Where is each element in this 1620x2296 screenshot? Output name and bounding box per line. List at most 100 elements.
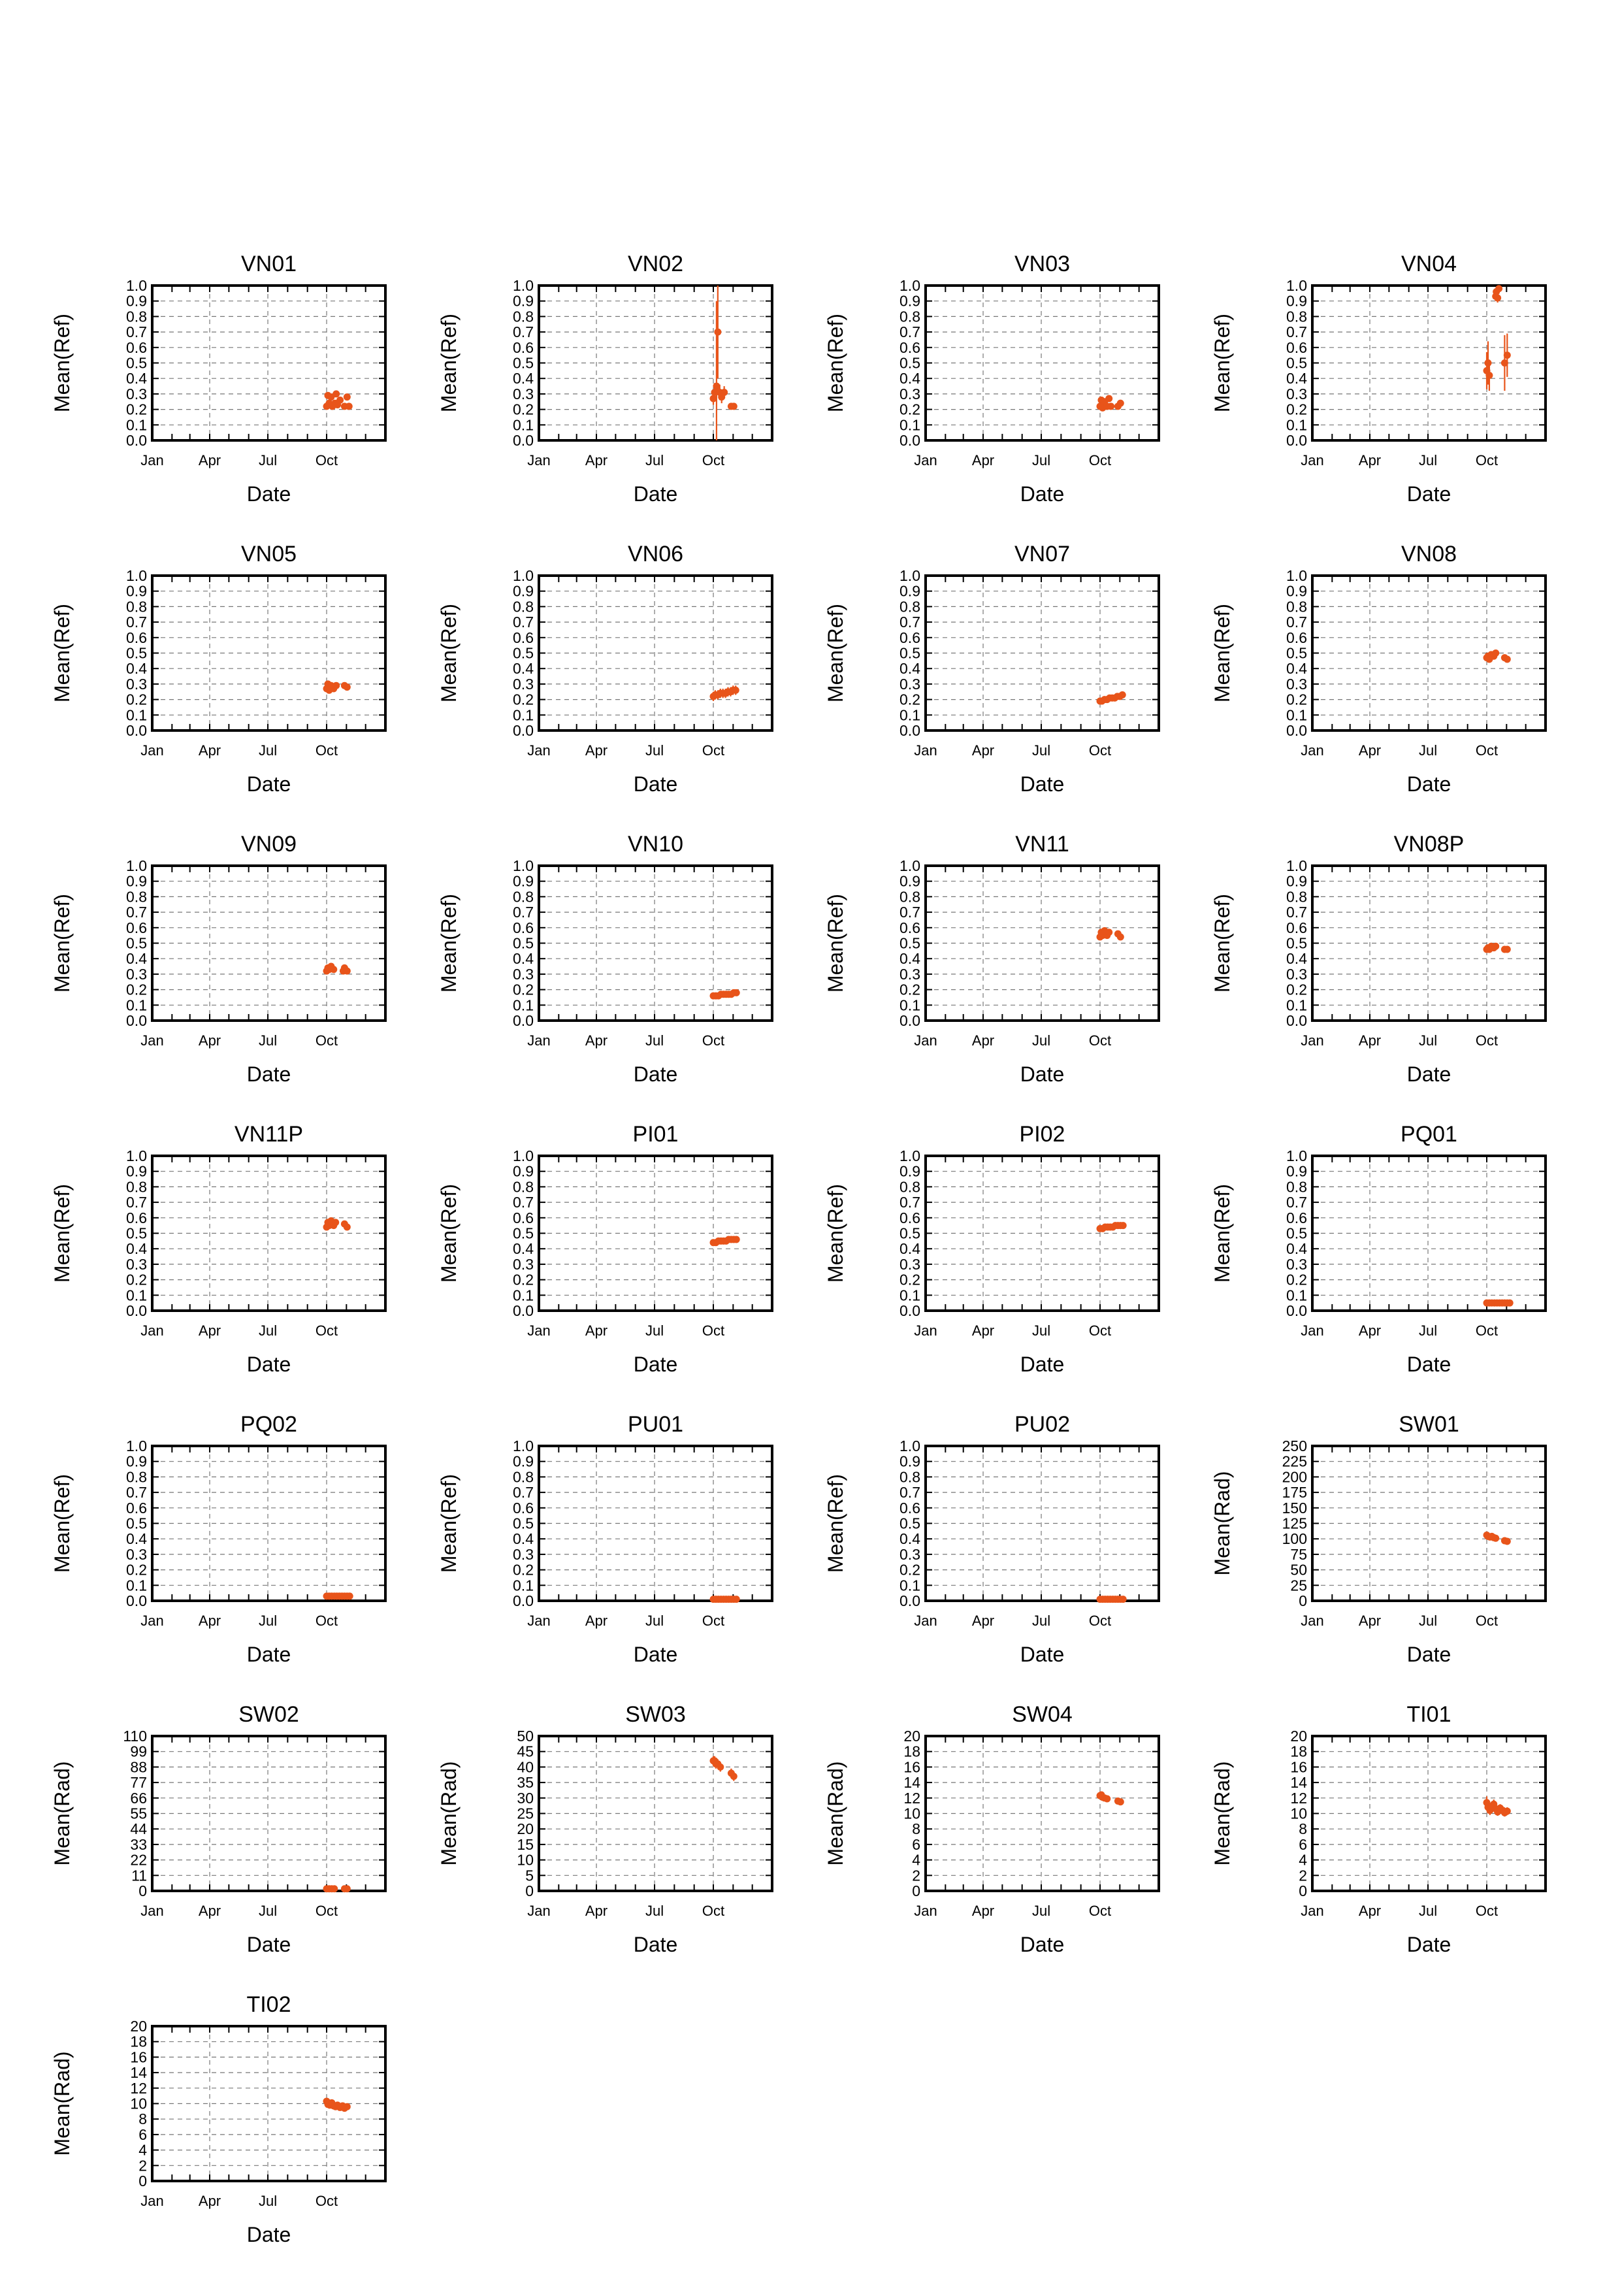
y-tick-label: 0.9 bbox=[513, 1453, 534, 1470]
x-tick-label: Apr bbox=[972, 742, 994, 759]
y-tick-label: 0.2 bbox=[899, 401, 920, 418]
y-tick-label: 55 bbox=[130, 1805, 147, 1822]
panel-title: VN06 bbox=[628, 542, 683, 566]
data-point bbox=[1495, 285, 1503, 293]
y-tick-label: 0.3 bbox=[126, 676, 147, 693]
y-tick-label: 0.9 bbox=[513, 583, 534, 600]
data-point bbox=[1503, 352, 1511, 359]
y-tick-label: 40 bbox=[517, 1758, 534, 1775]
x-tick-label: Jul bbox=[259, 1613, 277, 1629]
y-tick-label: 0.1 bbox=[126, 1577, 147, 1594]
x-tick-label: Jan bbox=[140, 1613, 163, 1629]
x-tick-label: Oct bbox=[702, 742, 724, 759]
y-tick-label: 20 bbox=[517, 1820, 534, 1837]
panel-vn11: VN11 0.00.10.20.30.40.50.60.70.80.91.0 Jan… bbox=[824, 832, 1160, 1086]
x-tick-label: Oct bbox=[702, 1032, 724, 1049]
y-tick-label: 0.9 bbox=[513, 873, 534, 890]
data-point bbox=[730, 1773, 737, 1780]
x-tick-label: Apr bbox=[199, 1032, 221, 1049]
panel-vn07: VN07 0.00.10.20.30.40.50.60.70.80.91.0 Jan… bbox=[824, 542, 1160, 796]
y-tick-label: 0.2 bbox=[126, 1562, 147, 1579]
y-tick-label: 16 bbox=[130, 2048, 147, 2065]
x-tick-label: Oct bbox=[1476, 742, 1498, 759]
y-tick-label: 4 bbox=[912, 1852, 920, 1869]
panel-vn06: VN06 0.00.10.20.30.40.50.60.70.80.91.0 Jan… bbox=[437, 542, 773, 796]
data-point bbox=[1503, 1807, 1511, 1815]
y-tick-label: 16 bbox=[903, 1758, 920, 1775]
x-axis-label: Date bbox=[634, 1353, 678, 1376]
data-point bbox=[1484, 359, 1492, 367]
y-tick-label: 0.2 bbox=[1286, 691, 1307, 708]
x-tick-label: Jul bbox=[1419, 452, 1437, 468]
y-tick-label: 0.8 bbox=[513, 1178, 534, 1195]
y-tick-label: 0.9 bbox=[1286, 293, 1307, 310]
y-tick-label: 0.6 bbox=[1286, 919, 1307, 936]
data-point bbox=[730, 402, 737, 410]
x-tick-label: Oct bbox=[1476, 1613, 1498, 1629]
x-tick-label: Oct bbox=[702, 1613, 724, 1629]
panel-title: SW03 bbox=[625, 1702, 686, 1727]
x-tick-label: Jul bbox=[259, 452, 277, 468]
data-point bbox=[1118, 691, 1126, 698]
plot-frame bbox=[151, 574, 387, 732]
plot-frame bbox=[924, 1445, 1160, 1602]
y-tick-label: 0.7 bbox=[1286, 1194, 1307, 1211]
y-tick-label: 0.2 bbox=[1286, 1271, 1307, 1288]
y-tick-label: 0.7 bbox=[513, 1194, 534, 1211]
plot-frame bbox=[1311, 1445, 1547, 1602]
x-tick-label: Apr bbox=[585, 1032, 608, 1049]
x-tick-label: Jan bbox=[914, 1322, 937, 1339]
y-axis-label: Mean(Rad) bbox=[50, 1761, 74, 1865]
y-tick-label: 0.2 bbox=[899, 981, 920, 998]
data-point bbox=[1107, 402, 1115, 410]
x-tick-label: Jan bbox=[140, 742, 163, 759]
panel-title: PI02 bbox=[1020, 1122, 1065, 1147]
x-tick-label: Apr bbox=[585, 1322, 608, 1339]
y-tick-label: 0.1 bbox=[513, 706, 534, 723]
x-tick-label: Jan bbox=[1301, 1322, 1323, 1339]
y-tick-label: 4 bbox=[138, 2142, 147, 2159]
y-tick-label: 0.5 bbox=[126, 1515, 147, 1532]
y-tick-label: 0.8 bbox=[899, 1468, 920, 1485]
x-axis-label: Date bbox=[1020, 1062, 1065, 1086]
y-tick-label: 10 bbox=[130, 2095, 147, 2112]
y-tick-label: 0.5 bbox=[1286, 1225, 1307, 1242]
x-tick-label: Oct bbox=[1476, 1903, 1498, 1919]
y-tick-label: 0.5 bbox=[126, 935, 147, 952]
y-tick-label: 0.3 bbox=[1286, 1256, 1307, 1273]
y-tick-label: 0.3 bbox=[126, 385, 147, 402]
x-tick-label: Apr bbox=[972, 1613, 994, 1629]
y-axis-label: Mean(Ref) bbox=[824, 894, 847, 992]
data-point bbox=[1119, 1596, 1127, 1603]
x-tick-label: Apr bbox=[199, 452, 221, 468]
x-tick-label: Apr bbox=[199, 742, 221, 759]
y-tick-label: 0.5 bbox=[899, 935, 920, 952]
panel-title: PI01 bbox=[633, 1122, 679, 1147]
y-tick-label: 0.9 bbox=[126, 1163, 147, 1180]
data-point bbox=[717, 1763, 724, 1771]
x-tick-label: Oct bbox=[702, 1903, 724, 1919]
y-axis-label: Mean(Ref) bbox=[437, 1184, 461, 1283]
x-axis-label: Date bbox=[247, 482, 291, 506]
y-tick-label: 1.0 bbox=[126, 277, 147, 294]
x-tick-label: Oct bbox=[1089, 1322, 1111, 1339]
y-tick-label: 0.1 bbox=[513, 1577, 534, 1594]
y-tick-label: 1.0 bbox=[513, 277, 534, 294]
data-point bbox=[1492, 649, 1500, 657]
plot-frame bbox=[151, 1155, 387, 1312]
y-tick-label: 6 bbox=[1299, 1836, 1307, 1853]
panel-title: VN01 bbox=[241, 252, 297, 276]
y-tick-label: 0.8 bbox=[126, 888, 147, 905]
plot-frame bbox=[924, 1155, 1160, 1312]
y-tick-label: 1.0 bbox=[1286, 567, 1307, 584]
x-tick-label: Jul bbox=[259, 1322, 277, 1339]
plot-frame bbox=[1311, 574, 1547, 732]
x-tick-label: Oct bbox=[316, 1032, 338, 1049]
y-tick-label: 0.6 bbox=[1286, 339, 1307, 356]
data-point bbox=[721, 389, 728, 397]
y-tick-label: 25 bbox=[517, 1805, 534, 1822]
y-tick-label: 0.8 bbox=[126, 1178, 147, 1195]
panel-title: VN10 bbox=[628, 832, 683, 857]
